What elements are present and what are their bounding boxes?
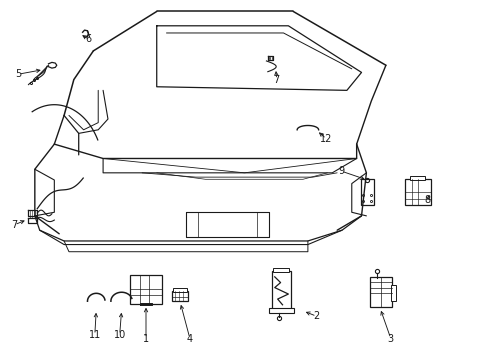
Text: 1: 1 <box>142 333 149 343</box>
Text: 4: 4 <box>186 333 193 343</box>
Text: 9: 9 <box>337 166 344 176</box>
Text: 2: 2 <box>313 311 319 321</box>
Text: 8: 8 <box>424 195 429 205</box>
Text: 6: 6 <box>85 34 91 44</box>
Bar <box>390 285 395 301</box>
Text: 11: 11 <box>88 330 101 340</box>
Bar <box>173 288 186 292</box>
Bar <box>268 309 294 314</box>
Text: 5: 5 <box>15 69 21 79</box>
Bar <box>172 291 187 301</box>
Bar <box>271 271 291 310</box>
Bar <box>130 275 161 304</box>
Bar <box>409 176 424 180</box>
Text: 7: 7 <box>11 220 18 230</box>
Bar <box>360 179 373 205</box>
Text: 3: 3 <box>387 333 393 343</box>
Text: 7: 7 <box>273 75 279 85</box>
Text: 10: 10 <box>113 330 125 340</box>
Bar <box>272 267 289 272</box>
Bar <box>405 179 430 205</box>
Bar <box>369 277 391 307</box>
Text: 12: 12 <box>320 134 332 144</box>
